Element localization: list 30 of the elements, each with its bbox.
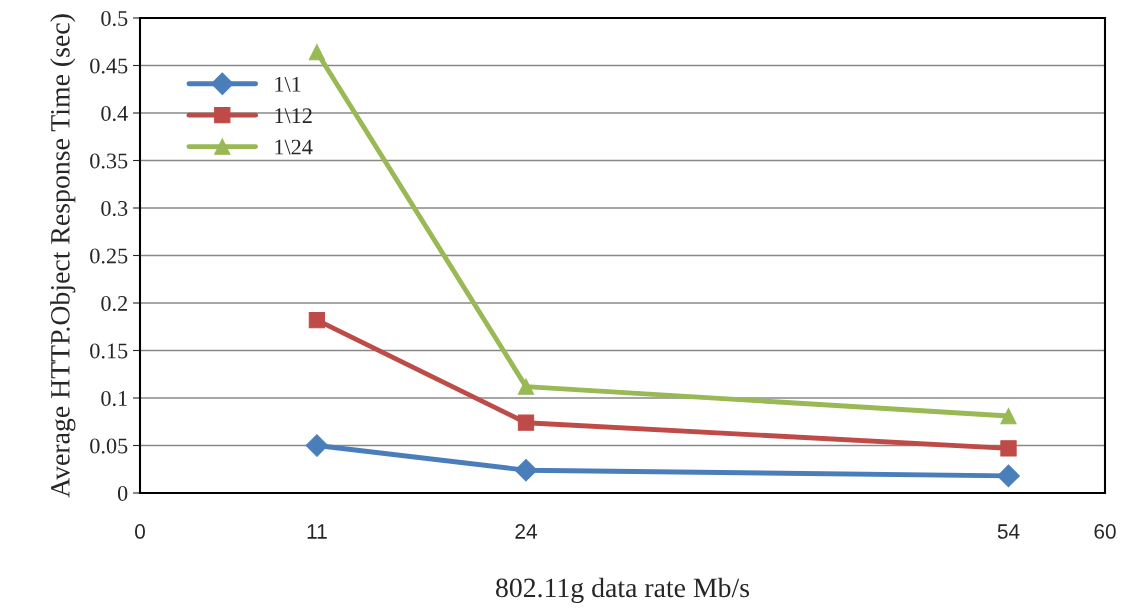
x-tick-label: 11 [307, 524, 327, 539]
y-tick-label: 0.05 [90, 438, 128, 454]
y-axis-title: Average HTTP.Object Response Time (sec) [50, 14, 76, 498]
legend-label: 1\12 [275, 108, 312, 124]
legend-label: 1\1 [275, 76, 301, 92]
y-tick-label: 0.25 [90, 248, 128, 264]
x-tick-label: 60 [1094, 524, 1116, 539]
y-tick-label: 0.4 [101, 105, 128, 122]
y-tick-label: 0.35 [90, 153, 128, 169]
y-tick-label: 0.3 [101, 200, 128, 217]
point [308, 311, 326, 329]
y-tick-label: 0.2 [101, 295, 127, 312]
legend-label: 1\24 [275, 139, 313, 155]
x-tick-label: 24 [515, 524, 537, 539]
y-tick-label: 0.45 [90, 58, 128, 74]
point [997, 464, 1020, 488]
x-tick-label: 0 [135, 524, 145, 539]
point [517, 414, 535, 431]
point [1000, 440, 1017, 457]
point [305, 434, 329, 457]
y-tick-label: 0.5 [101, 10, 128, 27]
x-tick-label: 54 [997, 524, 1020, 539]
y-tick-label: 0.15 [90, 343, 128, 359]
point [517, 378, 535, 395]
y-tick-label: 0 [117, 485, 128, 501]
point [308, 44, 326, 61]
point [1000, 407, 1017, 425]
point [514, 458, 538, 482]
x-axis-title: 802.11g data rate Mb/s [496, 577, 750, 603]
y-tick-label: 0.1 [101, 390, 127, 407]
